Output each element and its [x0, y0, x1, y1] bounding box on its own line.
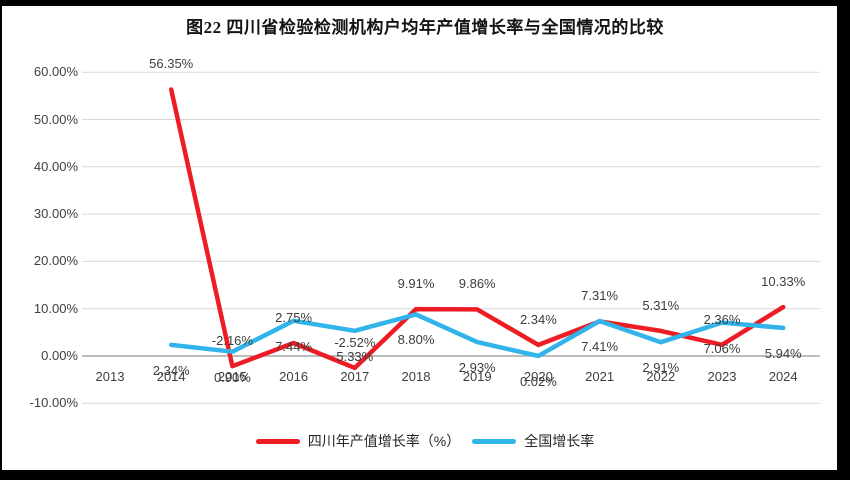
series-line-national	[168, 312, 786, 359]
chart-panel	[2, 6, 837, 470]
legend-swatch-national-icon	[472, 438, 517, 444]
chart-title: 图22 四川省检验检测机构户均年产值增长率与全国情况的比较	[186, 18, 664, 37]
legend-swatch-sichuan-icon	[255, 438, 300, 444]
series-line-sichuan	[168, 87, 786, 371]
legend-item-sichuan: 四川年产值增长率（%）	[255, 431, 461, 451]
legend-label-sichuan: 四川年产值增长率（%）	[307, 433, 461, 449]
legend: 四川年产值增长率（%） 全国增长率	[0, 431, 850, 451]
legend-item-national: 全国增长率	[472, 431, 594, 451]
legend-label-national: 全国增长率	[524, 433, 595, 449]
